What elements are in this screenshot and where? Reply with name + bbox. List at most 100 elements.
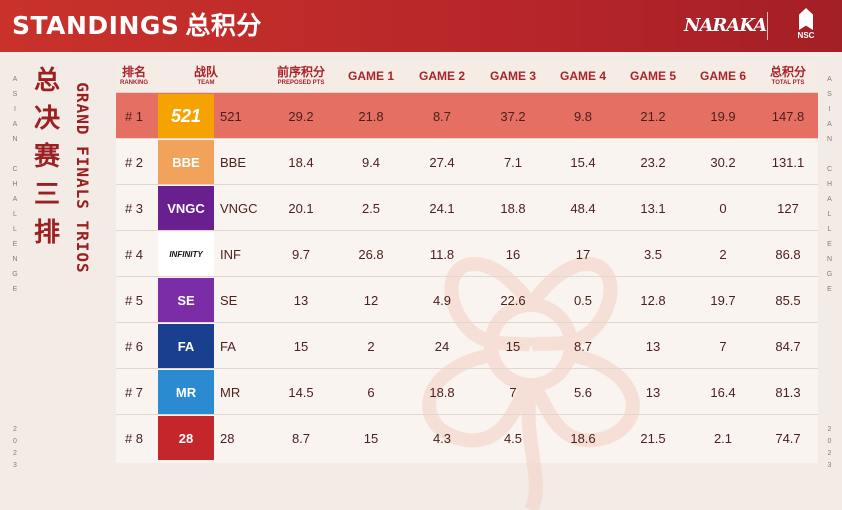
header-sublabel: TOTAL PTS [771, 79, 805, 86]
cell-g5: 3.5 [643, 246, 663, 262]
right-vertical-letter: G [826, 271, 833, 278]
left-vertical-letter: I [14, 106, 16, 113]
table-row: # 1 521 29.2 21.8 8.7 37.2 9.8 21.2 19.9 147.8 521 [116, 92, 818, 139]
cn-title-char: 赛 [33, 142, 60, 172]
team-name: 28 [220, 430, 235, 446]
cell-g6: 30.2 [710, 154, 736, 170]
cell-total: 85.5 [775, 292, 801, 308]
team-logo-icon: BBE [158, 140, 214, 184]
right-vertical-letter [817, 147, 842, 162]
cell-rank: # 3 [124, 200, 144, 216]
cell-pre: 8.7 [291, 430, 311, 446]
cell-pre: 18.4 [288, 154, 314, 170]
cell-pre: 29.2 [288, 108, 314, 124]
left-vertical-letter: S [12, 91, 18, 98]
left-vertical-letter: E [12, 286, 18, 293]
team-logo-icon: 521 [158, 94, 214, 138]
event-badge-icon [799, 8, 813, 30]
left-year-digit: 2 [13, 450, 17, 457]
team-name: INF [220, 246, 241, 262]
cell-g4: 9.8 [573, 108, 593, 124]
header-sublabel: PREPOSED PTS [277, 79, 325, 86]
cell-g4: 0.5 [573, 292, 593, 308]
header-label: 排名 [121, 64, 146, 79]
cell-g3: 16 [505, 246, 521, 262]
team-name: VNGC [220, 200, 258, 216]
cn-title-char: 决 [33, 104, 60, 134]
right-vertical-letter: S [827, 91, 832, 98]
header-sublabel: TEAM [197, 79, 215, 86]
left-year-digit: 3 [13, 462, 17, 469]
header-label: 前序积分 [276, 64, 325, 79]
cell-g3: 7.1 [503, 154, 523, 170]
right-vertical-letter: A [827, 121, 832, 128]
header-label: GAME 6 [699, 69, 746, 83]
cell-g4: 17 [575, 246, 591, 262]
header-label: GAME 2 [418, 69, 465, 83]
header-sublabel: RANKING [120, 79, 148, 86]
team-logo-icon: INFINITY [158, 232, 214, 276]
left-vertical-letter [0, 147, 30, 162]
page-title-en: STANDINGS [12, 11, 180, 40]
cn-event-title: 总决赛三排 [30, 62, 64, 248]
cell-rank: # 4 [124, 246, 144, 262]
cell-g3: 18.8 [500, 200, 526, 216]
right-vertical-letter: H [826, 181, 833, 188]
header-game-5: GAME 5 [618, 60, 688, 92]
team-logo-icon: VNGC [158, 186, 214, 230]
header-game-3: GAME 3 [478, 60, 548, 92]
cell-rank: # 2 [124, 154, 144, 170]
team-name: MR [220, 384, 241, 400]
cell-g6: 19.9 [710, 108, 736, 124]
cell-rank: # 8 [124, 430, 144, 446]
event-logo-text: NSC [797, 31, 815, 40]
right-vertical-text: A S I A N C H A L L E N G E [817, 72, 842, 297]
naraka-logo: NARAKA [684, 15, 767, 36]
page-title: STANDINGS 总积分 [12, 8, 262, 44]
table-header: 排名 RANKING 战队 TEAM 前序积分 PREPOSED PTS GAME 1 GAM… [116, 60, 818, 92]
header-total-pts: 总积分 TOTAL PTS [758, 60, 818, 92]
cell-g4: 5.6 [573, 384, 593, 400]
table-row: # 5 SE 13 12 4.9 22.6 0.5 12.8 19.7 85.5 SE [116, 276, 818, 323]
cell-g2: 18.8 [429, 384, 455, 400]
team-name: BBE [220, 154, 247, 170]
left-vertical-letter: L [13, 226, 17, 233]
cell-g1: 9.4 [361, 154, 381, 170]
right-vertical-letter: E [827, 241, 832, 248]
left-vertical-letter: G [12, 271, 18, 278]
cell-pre: 14.5 [288, 384, 314, 400]
cell-g6: 7 [719, 338, 727, 354]
cell-g1: 15 [363, 430, 379, 446]
right-vertical-letter: E [827, 286, 832, 293]
left-vertical-letter: A [12, 121, 18, 128]
right-year-digit: 0 [827, 438, 832, 445]
left-year-digit: 2 [13, 426, 17, 433]
page-title-cn: 总积分 [185, 11, 262, 40]
cell-g5: 21.2 [640, 108, 666, 124]
cell-g2: 4.9 [432, 292, 452, 308]
right-vertical-letter: L [827, 211, 832, 218]
header-game-2: GAME 2 [406, 60, 478, 92]
table-row: # 3 VNGC 20.1 2.5 24.1 18.8 48.4 13.1 0 127 VNGC [116, 184, 818, 231]
header-label: GAME 5 [629, 69, 676, 83]
right-vertical-letter: L [827, 226, 832, 233]
cell-g6: 19.7 [710, 292, 736, 308]
cell-g6: 16.4 [710, 384, 736, 400]
cell-g2: 4.3 [432, 430, 452, 446]
right-vertical-letter: A [827, 196, 832, 203]
left-vertical-letter: E [12, 241, 18, 248]
header-team: 战队 TEAM [156, 60, 256, 92]
left-vertical-letter: H [12, 181, 18, 188]
left-vertical-letter: C [12, 166, 18, 173]
right-vertical-letter: N [826, 256, 833, 263]
header-label: GAME 1 [347, 69, 394, 83]
cell-rank: # 5 [124, 292, 144, 308]
cell-total: 127 [777, 200, 799, 216]
cell-g5: 12.8 [640, 292, 666, 308]
right-vertical-letter: A [827, 76, 832, 83]
team-logo-icon: SE [158, 278, 214, 322]
right-vertical-letter: N [826, 136, 833, 143]
